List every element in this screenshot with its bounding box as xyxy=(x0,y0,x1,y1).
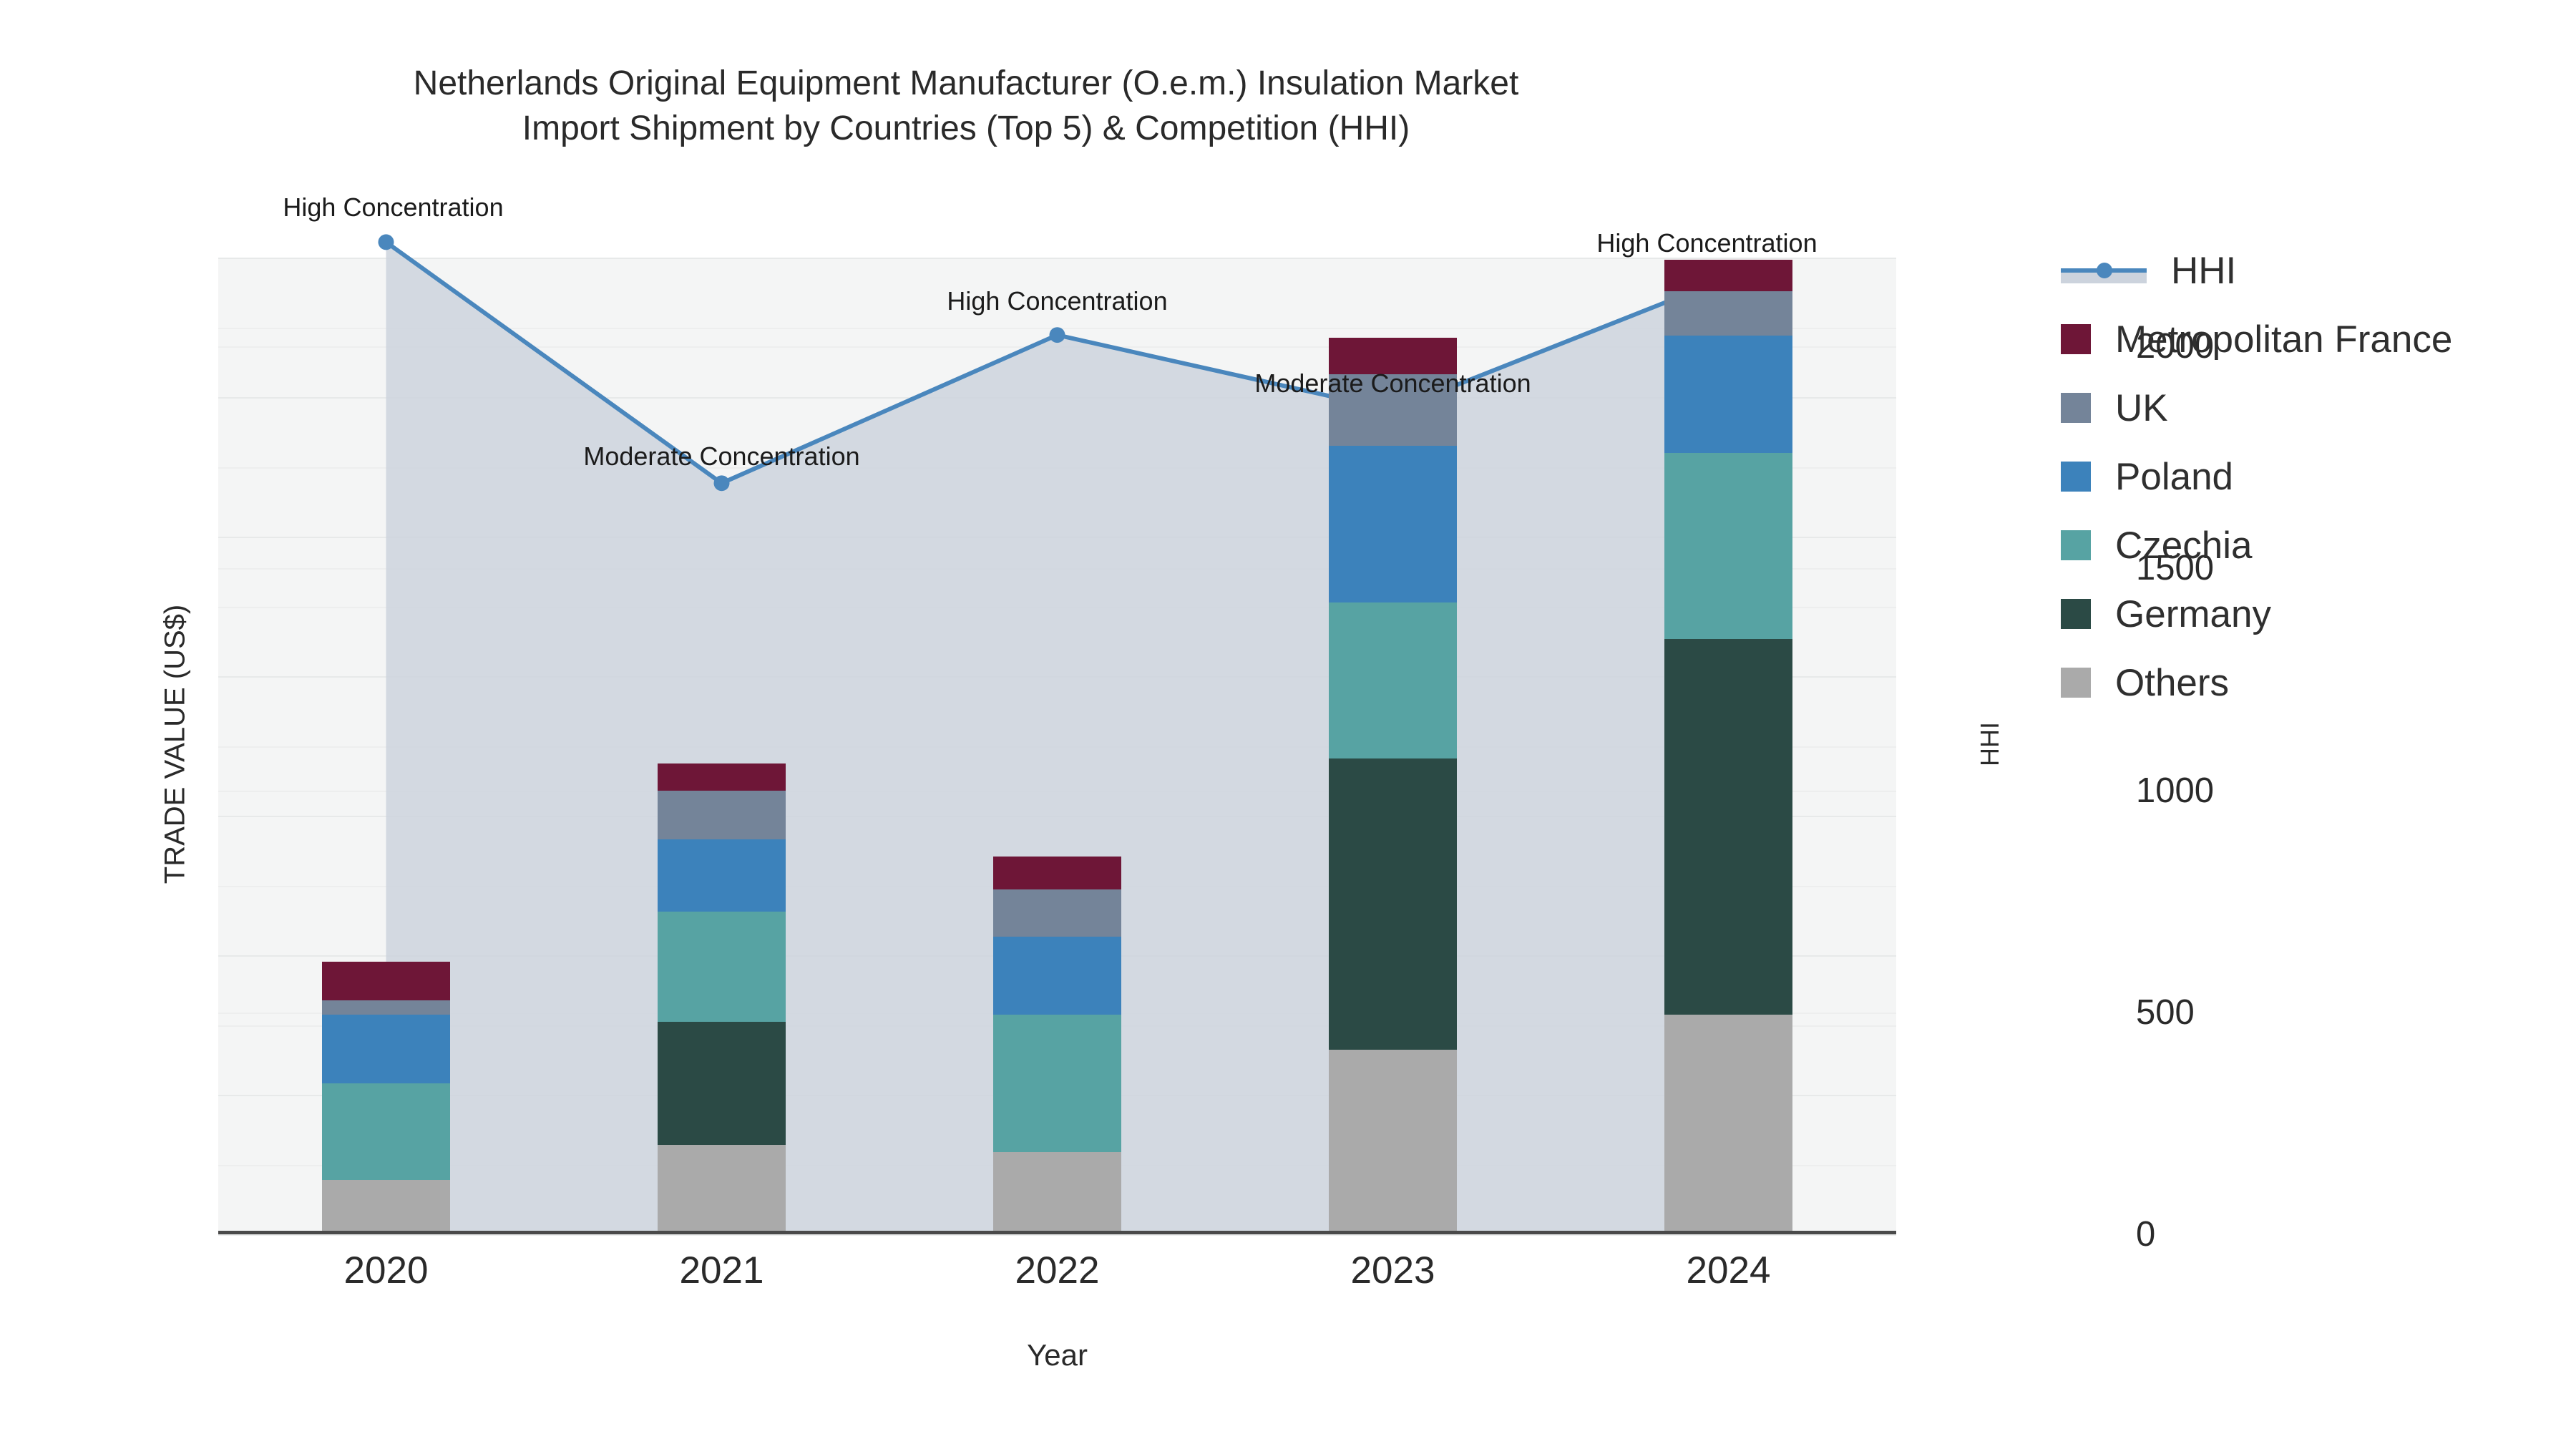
legend-label: Metropolitan France xyxy=(2115,318,2453,361)
legend-swatch-icon xyxy=(2061,324,2091,354)
hhi-point-2020[interactable] xyxy=(378,234,394,250)
annotation-2021: Moderate Concentration xyxy=(583,441,860,472)
bar-segment-germany[interactable] xyxy=(1329,758,1457,1050)
bar-group-2021 xyxy=(658,258,786,1231)
legend-item-germany[interactable]: Germany xyxy=(2061,580,2562,648)
bar-group-2020 xyxy=(322,258,450,1231)
stacked-bar[interactable] xyxy=(322,961,450,1231)
y-tick-right: 1000 xyxy=(2136,771,2215,810)
stacked-bar[interactable] xyxy=(1664,259,1792,1231)
legend-label: Others xyxy=(2115,661,2230,704)
bar-segment-metropolitan-france[interactable] xyxy=(322,961,450,1001)
hhi-point-2022[interactable] xyxy=(1049,327,1065,343)
hhi-point-2021[interactable] xyxy=(713,475,730,492)
y-axis-left-label: TRADE VALUE (US$) xyxy=(159,604,191,884)
annotation-2024: High Concentration xyxy=(1596,228,1818,258)
bar-segment-czechia[interactable] xyxy=(993,1014,1121,1152)
legend: HHI Metropolitan France UK Poland Czechia Ger… xyxy=(2061,236,2562,717)
bar-segment-metropolitan-france[interactable] xyxy=(993,857,1121,890)
y-tick-right: 2000 xyxy=(2136,327,2215,366)
bar-segment-poland[interactable] xyxy=(1329,446,1457,602)
x-tick-2021: 2021 xyxy=(679,1249,764,1292)
bar-segment-germany[interactable] xyxy=(1664,639,1792,1015)
x-tick-2023: 2023 xyxy=(1350,1249,1435,1292)
bar-segment-others[interactable] xyxy=(993,1151,1121,1231)
bar-segment-metropolitan-france[interactable] xyxy=(1329,338,1457,374)
y-tick-right: 500 xyxy=(2136,992,2195,1032)
bar-segment-uk[interactable] xyxy=(1664,291,1792,336)
bar-segment-uk[interactable] xyxy=(1329,374,1457,447)
bar-segment-germany[interactable] xyxy=(658,1021,786,1146)
x-tick-2022: 2022 xyxy=(1015,1249,1100,1292)
bar-segment-uk[interactable] xyxy=(322,1000,450,1015)
bar-group-2024 xyxy=(1664,258,1792,1231)
legend-item-hhi[interactable]: HHI xyxy=(2061,236,2562,305)
bar-segment-others[interactable] xyxy=(658,1145,786,1231)
bar-segment-czechia[interactable] xyxy=(1329,602,1457,758)
plot-area: High Concentration Moderate Concentration… xyxy=(160,192,2214,1372)
bar-segment-czechia[interactable] xyxy=(322,1083,450,1180)
annotation-2023: Moderate Concentration xyxy=(1254,369,1531,399)
bar-group-2023 xyxy=(1329,258,1457,1231)
x-axis-label: Year xyxy=(1027,1338,1088,1372)
bar-segment-uk[interactable] xyxy=(658,790,786,840)
legend-label: Germany xyxy=(2115,592,2271,635)
y-tick-right: 1500 xyxy=(2136,549,2215,588)
bar-segment-others[interactable] xyxy=(1664,1014,1792,1231)
y-axis-right-label: HHI xyxy=(1975,722,2004,766)
stacked-bar[interactable] xyxy=(1329,338,1457,1231)
legend-swatch-icon xyxy=(2061,599,2091,629)
annotation-2022: High Concentration xyxy=(947,286,1168,316)
legend-swatch-icon xyxy=(2061,393,2091,423)
legend-item-metropolitan-france[interactable]: Metropolitan France xyxy=(2061,305,2562,374)
x-tick-2024: 2024 xyxy=(1686,1249,1771,1292)
stacked-bar[interactable] xyxy=(993,857,1121,1231)
gridline-secondary xyxy=(218,1234,1896,1236)
legend-swatch-icon xyxy=(2061,530,2091,560)
bar-segment-poland[interactable] xyxy=(658,839,786,912)
chart-title: Netherlands Original Equipment Manufactu… xyxy=(413,64,1519,148)
legend-label: Poland xyxy=(2115,455,2234,498)
legend-item-czechia[interactable]: Czechia xyxy=(2061,511,2562,580)
legend-item-others[interactable]: Others xyxy=(2061,648,2562,717)
annotation-2020: High Concentration xyxy=(283,192,504,223)
stacked-bar[interactable] xyxy=(658,763,786,1231)
legend-item-uk[interactable]: UK xyxy=(2061,374,2562,442)
bar-segment-poland[interactable] xyxy=(1664,336,1792,453)
bar-segment-others[interactable] xyxy=(322,1179,450,1231)
bar-segment-czechia[interactable] xyxy=(658,912,786,1022)
legend-label: UK xyxy=(2115,386,2168,429)
bar-segment-others[interactable] xyxy=(1329,1049,1457,1231)
legend-line-marker-icon xyxy=(2061,255,2147,286)
bar-segment-poland[interactable] xyxy=(993,936,1121,1015)
bar-segment-czechia[interactable] xyxy=(1664,452,1792,640)
legend-item-poland[interactable]: Poland xyxy=(2061,442,2562,511)
bar-segment-metropolitan-france[interactable] xyxy=(1664,259,1792,291)
legend-label: HHI xyxy=(2171,249,2237,292)
legend-label: Czechia xyxy=(2115,524,2253,567)
bar-segment-metropolitan-france[interactable] xyxy=(658,763,786,791)
bar-group-2022 xyxy=(993,258,1121,1231)
legend-swatch-icon xyxy=(2061,462,2091,492)
bar-segment-uk[interactable] xyxy=(993,889,1121,937)
bar-segment-poland[interactable] xyxy=(322,1014,450,1084)
legend-swatch-icon xyxy=(2061,668,2091,698)
x-tick-2020: 2020 xyxy=(343,1249,429,1292)
gridline xyxy=(218,258,1896,259)
y-tick-right: 0 xyxy=(2136,1215,2156,1254)
